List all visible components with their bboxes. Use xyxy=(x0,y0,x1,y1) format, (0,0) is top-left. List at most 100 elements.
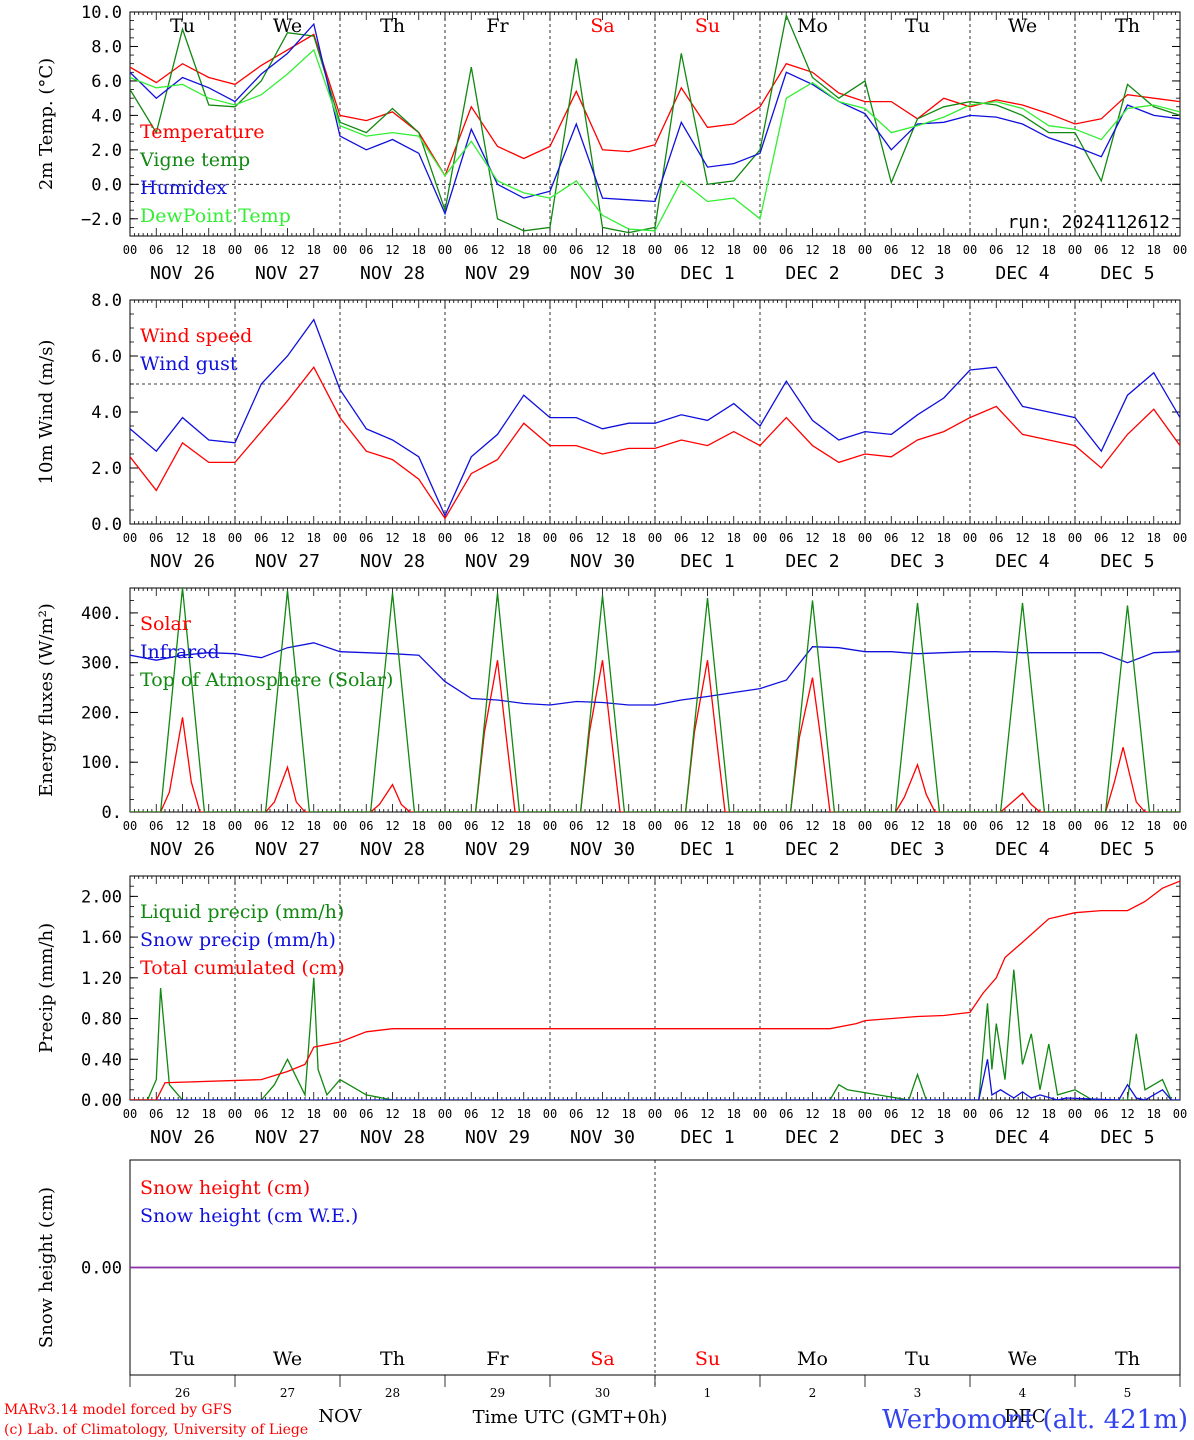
legend-entry: Solar xyxy=(140,613,192,635)
hour-tick-label: 00 xyxy=(228,531,242,545)
hour-tick-label: 06 xyxy=(254,531,268,545)
series-line-flux-0 xyxy=(130,660,1180,812)
hour-tick-label: 06 xyxy=(989,1107,1003,1121)
hour-tick-label: 12 xyxy=(280,531,294,545)
y-tick-label: 0.0 xyxy=(91,175,122,195)
month-label: NOV xyxy=(318,1406,362,1427)
y-tick-label: 300. xyxy=(81,654,122,674)
date-label: DEC 4 xyxy=(995,551,1049,572)
hour-tick-label: 18 xyxy=(832,243,846,257)
legend-entry: Vigne temp xyxy=(139,149,250,171)
day-number: 4 xyxy=(1019,1386,1027,1400)
hour-tick-label: 00 xyxy=(858,1107,872,1121)
hour-tick-label: 06 xyxy=(149,531,163,545)
hour-tick-label: 06 xyxy=(884,531,898,545)
hour-tick-label: 00 xyxy=(858,243,872,257)
hour-tick-label: 00 xyxy=(333,243,347,257)
hour-tick-label: 06 xyxy=(1094,1107,1108,1121)
hour-tick-label: 12 xyxy=(175,531,189,545)
panel-snow: 0.00 Snow height (cm) Snow height (cm) Snow… xyxy=(36,1159,1181,1388)
hour-tick-label: 18 xyxy=(202,819,216,833)
legend-entry: Infrared xyxy=(140,641,220,663)
series-group xyxy=(130,318,1180,520)
hour-tick-label: 00 xyxy=(963,531,977,545)
hour-tick-label: 18 xyxy=(622,819,636,833)
panel-wind: 00 06 12 18 NOV 26 00 06 12 18 NOV 27 00 06 12 18 NOV … xyxy=(36,291,1187,572)
hour-tick-label: 00 xyxy=(963,243,977,257)
hour-tick-label: 00 xyxy=(648,1107,662,1121)
series-line-precip-2 xyxy=(130,880,1180,1100)
hour-tick-label: 00 xyxy=(753,243,767,257)
hour-tick-label: 06 xyxy=(674,243,688,257)
hour-tick-label: 00 xyxy=(648,243,662,257)
date-label: NOV 26 xyxy=(150,1127,215,1148)
hour-tick-label: 06 xyxy=(464,819,478,833)
y-tick-label: 6.0 xyxy=(91,347,122,367)
hour-tick-label: 00 xyxy=(963,1107,977,1121)
time-axis-label: Time UTC (GMT+0h) xyxy=(473,1407,668,1428)
y-tick-label: 1.20 xyxy=(81,969,122,989)
hour-tick-label: 18 xyxy=(202,1107,216,1121)
day-number: 1 xyxy=(704,1386,712,1400)
hour-tick-label: 18 xyxy=(412,531,426,545)
hour-tick-label: 12 xyxy=(1120,531,1134,545)
hour-tick-label: 06 xyxy=(1094,819,1108,833)
hour-tick-label: 12 xyxy=(805,819,819,833)
weekday-label: Th xyxy=(380,15,405,37)
hour-tick-label: 12 xyxy=(595,531,609,545)
date-label: DEC 5 xyxy=(1100,263,1154,284)
legend-entry: Humidex xyxy=(140,177,227,199)
date-label: DEC 3 xyxy=(890,1127,944,1148)
hour-tick-label: 00 xyxy=(1068,531,1082,545)
y-tick-label: 8.0 xyxy=(91,37,122,57)
hour-tick-label: 18 xyxy=(1042,819,1056,833)
date-label: DEC 3 xyxy=(890,263,944,284)
model-credit: MARv3.14 model forced by GFS xyxy=(4,1402,232,1418)
hour-tick-label: 18 xyxy=(307,819,321,833)
hour-tick-label: 18 xyxy=(517,243,531,257)
hour-tick-label: 12 xyxy=(490,819,504,833)
legend-entry: Wind speed xyxy=(140,325,252,347)
date-label: NOV 27 xyxy=(255,263,320,284)
hour-tick-label: 06 xyxy=(149,1107,163,1121)
date-label: DEC 3 xyxy=(890,551,944,572)
weekday-label: Tu xyxy=(905,1348,930,1370)
y-tick-label: 10.0 xyxy=(81,3,122,23)
hour-tick-label: 18 xyxy=(937,531,951,545)
day-number: 30 xyxy=(595,1386,610,1400)
day-number: 26 xyxy=(175,1386,190,1400)
hour-tick-label: 18 xyxy=(412,1107,426,1121)
legend-entry: Snow height (cm) xyxy=(140,1177,310,1199)
hour-tick-label: 12 xyxy=(1015,1107,1029,1121)
hour-tick-label: 06 xyxy=(884,1107,898,1121)
date-label: DEC 1 xyxy=(680,839,734,860)
hour-tick-label: 06 xyxy=(464,531,478,545)
hour-tick-label: 00 xyxy=(228,1107,242,1121)
date-label: NOV 30 xyxy=(570,839,635,860)
hour-tick-label: 00 xyxy=(228,819,242,833)
hour-tick-label: 06 xyxy=(779,243,793,257)
weekday-label: Tu xyxy=(170,1348,195,1370)
hour-tick-label: 12 xyxy=(385,531,399,545)
hour-tick-label: 12 xyxy=(175,1107,189,1121)
y-tick-label: 0.40 xyxy=(81,1050,122,1070)
hour-tick-label: 00 xyxy=(858,819,872,833)
date-label: DEC 4 xyxy=(995,263,1049,284)
hour-tick-label: 12 xyxy=(1120,243,1134,257)
hour-tick-label: 00 xyxy=(753,531,767,545)
hour-tick-label: 12 xyxy=(910,531,924,545)
weekday-label: We xyxy=(1008,15,1037,37)
legend-entry: Snow height (cm W.E.) xyxy=(140,1205,358,1227)
hour-tick-label: 12 xyxy=(490,1107,504,1121)
hour-tick-label: 12 xyxy=(595,1107,609,1121)
series-group xyxy=(130,588,1180,812)
date-label: NOV 29 xyxy=(465,551,530,572)
y-axis-label: Energy fluxes (W/m²) xyxy=(36,603,57,797)
hour-tick-label: 12 xyxy=(1120,819,1134,833)
date-label: DEC 5 xyxy=(1100,1127,1154,1148)
panel-precip: 00 06 12 18 NOV 26 00 06 12 18 NOV 27 00 06 12 18 NOV … xyxy=(36,875,1187,1148)
hour-tick-label: 00 xyxy=(1173,819,1187,833)
legend-entry: Top of Atmosphere (Solar) xyxy=(140,669,393,691)
hour-tick-label: 00 xyxy=(1173,243,1187,257)
